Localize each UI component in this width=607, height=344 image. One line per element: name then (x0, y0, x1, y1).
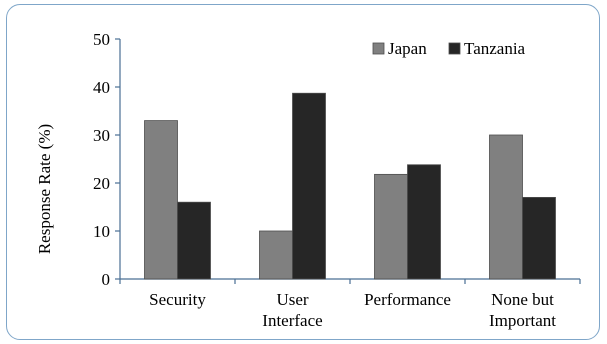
bar-japan-3 (489, 134, 523, 280)
legend-label-tanzania: Tanzania (464, 39, 526, 58)
bars (144, 92, 556, 280)
bar-japan-2 (374, 173, 408, 280)
x-tick-label: User Interface (262, 290, 322, 330)
y-tick-label: 40 (93, 78, 110, 97)
y-tick-label: 10 (93, 222, 110, 241)
bar-japan-0 (144, 120, 178, 280)
legend-swatch-tanzania (448, 42, 461, 55)
y-tick-label: 50 (93, 30, 110, 49)
legend: Japan Tanzania (372, 39, 526, 58)
y-tick-label: 20 (93, 174, 110, 193)
bar-tanzania-2 (407, 164, 441, 280)
legend-label-japan: Japan (388, 39, 427, 58)
y-axis-title: Response Rate (%) (35, 124, 54, 254)
legend-swatch-japan (372, 42, 385, 55)
bar-tanzania-3 (522, 196, 556, 280)
x-tick-label: None but Important (489, 290, 556, 330)
y-tick-label: 30 (93, 126, 110, 145)
x-axis (119, 278, 581, 284)
x-tick-labels: Security User Interface Performance None but… (149, 290, 556, 330)
bar-japan-1 (259, 230, 293, 280)
y-tick-label: 0 (102, 270, 111, 289)
bar-tanzania-1 (292, 92, 326, 280)
x-tick-label: Performance (364, 290, 451, 309)
bar-tanzania-0 (177, 201, 211, 280)
x-tick-label: Security (149, 290, 206, 309)
y-axis: 0 10 20 30 40 50 (93, 30, 121, 289)
